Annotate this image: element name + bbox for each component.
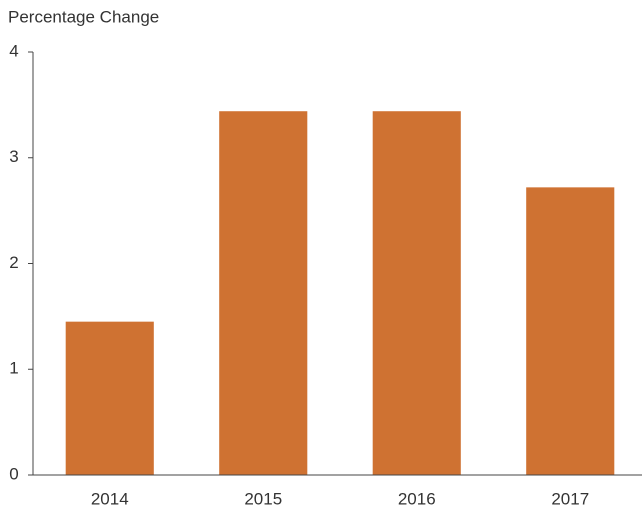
x-tick-label: 2016	[398, 489, 436, 508]
bar	[219, 111, 308, 475]
y-tick-label: 1	[9, 359, 18, 378]
bar	[526, 187, 615, 476]
y-axis-label: Percentage Change	[8, 7, 159, 26]
x-tick-label: 2015	[244, 489, 282, 508]
x-tick-label: 2017	[551, 489, 589, 508]
y-tick-label: 2	[9, 253, 18, 272]
y-tick-label: 3	[9, 147, 18, 166]
y-tick-label: 0	[9, 464, 18, 483]
y-tick-label: 4	[9, 41, 18, 60]
bar	[65, 321, 154, 475]
bar	[372, 111, 461, 475]
x-tick-label: 2014	[91, 489, 129, 508]
